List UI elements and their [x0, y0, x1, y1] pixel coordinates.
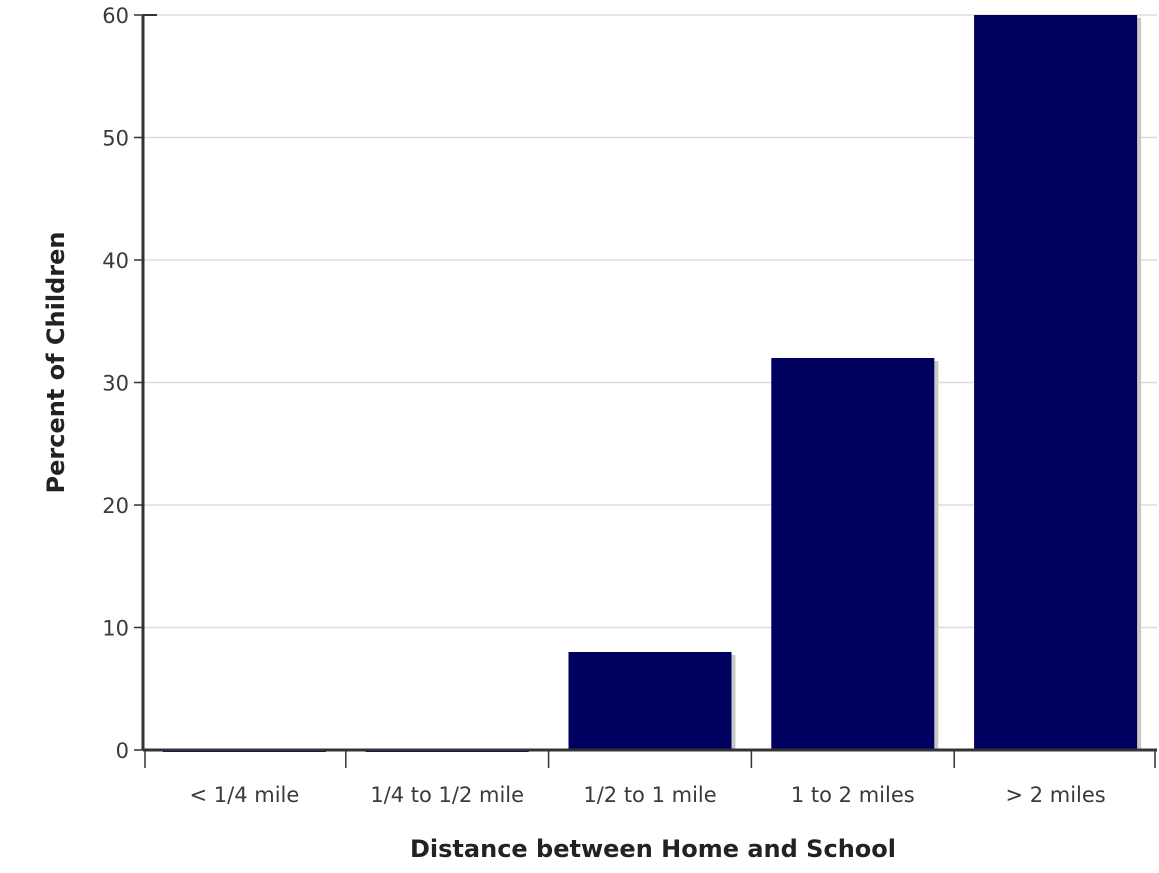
x-axis-title: Distance between Home and School [410, 835, 896, 863]
x-tick-label: 1 to 2 miles [791, 783, 915, 807]
y-tick-label: 20 [102, 494, 129, 518]
y-tick-label: 10 [102, 617, 129, 641]
y-tick-label: 40 [102, 249, 129, 273]
bar [974, 15, 1138, 750]
bar [568, 652, 732, 750]
bars [162, 15, 1142, 752]
x-ticks: < 1/4 mile 1/4 to 1/2 mile 1/2 to 1 mile 1 … [144, 750, 1156, 807]
y-tick-label: 50 [102, 127, 129, 151]
x-tick-label: 1/2 to 1 mile [583, 783, 716, 807]
x-tick-label: 1/4 to 1/2 mile [370, 783, 524, 807]
y-axis-title: Percent of Children [42, 232, 70, 494]
y-ticks: 0 10 20 30 40 50 60 [102, 4, 143, 763]
y-tick-label: 60 [102, 4, 129, 28]
x-tick-label: < 1/4 mile [190, 783, 300, 807]
y-tick-label: 30 [102, 372, 129, 396]
bar [771, 358, 935, 750]
y-tick-label: 0 [116, 739, 129, 763]
x-tick-label: > 2 miles [1005, 783, 1105, 807]
